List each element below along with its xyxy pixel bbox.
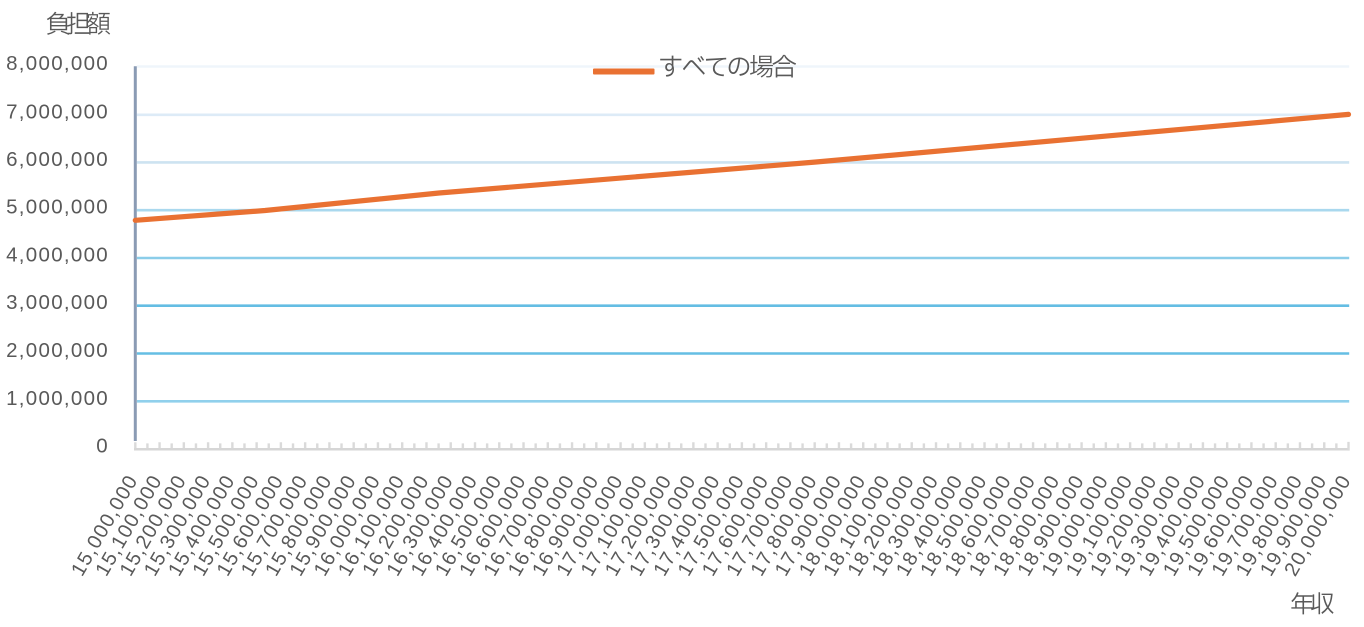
- svg-text:8,000,000: 8,000,000: [6, 52, 109, 75]
- svg-text:6,000,000: 6,000,000: [6, 148, 109, 171]
- svg-text:0: 0: [96, 435, 109, 458]
- svg-text:7,000,000: 7,000,000: [6, 100, 109, 123]
- svg-text:2,000,000: 2,000,000: [6, 339, 109, 362]
- svg-text:3,000,000: 3,000,000: [6, 291, 109, 314]
- svg-text:5,000,000: 5,000,000: [6, 196, 109, 219]
- svg-text:1,000,000: 1,000,000: [6, 387, 109, 410]
- svg-text:4,000,000: 4,000,000: [6, 244, 109, 267]
